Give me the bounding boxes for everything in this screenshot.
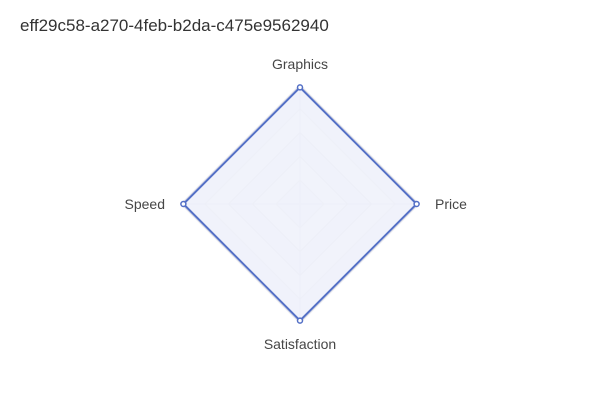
radar-series <box>181 85 419 323</box>
data-point-speed[interactable] <box>181 202 186 207</box>
axis-label-graphics: Graphics <box>272 56 328 72</box>
data-point-price[interactable] <box>414 202 419 207</box>
data-point-satisfaction[interactable] <box>298 318 303 323</box>
series-area <box>183 87 416 320</box>
axis-label-satisfaction: Satisfaction <box>264 336 336 352</box>
axis-label-speed: Speed <box>125 196 165 212</box>
data-point-graphics[interactable] <box>298 85 303 90</box>
axis-label-price: Price <box>435 196 467 212</box>
